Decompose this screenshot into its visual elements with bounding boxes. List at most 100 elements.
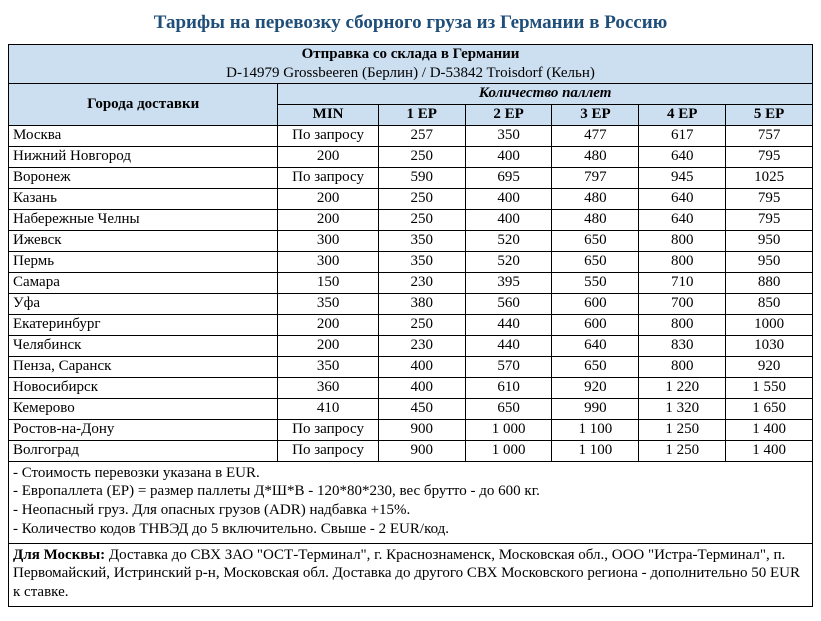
cell-value: 900 [378, 440, 465, 461]
table-row: Новосибирск3604006109201 2201 550 [9, 377, 813, 398]
table-row: Уфа350380560600700850 [9, 293, 813, 314]
table-row: Набережные Челны200250400480640795 [9, 209, 813, 230]
cell-min: По запросу [278, 125, 378, 146]
cell-value: 920 [726, 356, 813, 377]
cell-value: 440 [465, 335, 552, 356]
cell-value: 830 [639, 335, 726, 356]
cell-value: 797 [552, 167, 639, 188]
cell-value: 230 [378, 335, 465, 356]
cell-value: 1 650 [726, 398, 813, 419]
cell-value: 617 [639, 125, 726, 146]
cell-value: 610 [465, 377, 552, 398]
cell-city: Уфа [9, 293, 278, 314]
cell-value: 520 [465, 251, 552, 272]
cell-value: 590 [378, 167, 465, 188]
cell-value: 640 [639, 146, 726, 167]
col-min: MIN [278, 104, 378, 125]
cell-min: По запросу [278, 419, 378, 440]
cell-value: 950 [726, 251, 813, 272]
cell-value: 480 [552, 146, 639, 167]
table-row: Кемерово4104506509901 3201 650 [9, 398, 813, 419]
cell-min: 200 [278, 146, 378, 167]
cell-city: Новосибирск [9, 377, 278, 398]
cell-value: 757 [726, 125, 813, 146]
cell-value: 850 [726, 293, 813, 314]
cell-value: 1 000 [465, 419, 552, 440]
table-row: Ижевск300350520650800950 [9, 230, 813, 251]
cell-value: 380 [378, 293, 465, 314]
cell-min: 350 [278, 293, 378, 314]
table-row: ВоронежПо запросу5906957979451025 [9, 167, 813, 188]
cell-value: 600 [552, 314, 639, 335]
cell-value: 400 [378, 377, 465, 398]
cell-value: 395 [465, 272, 552, 293]
cell-city: Пенза, Саранск [9, 356, 278, 377]
table-row: Ростов-на-ДонуПо запросу9001 0001 1001 2… [9, 419, 813, 440]
cell-value: 640 [639, 188, 726, 209]
table-row: МоскваПо запросу257350477617757 [9, 125, 813, 146]
cell-value: 1 100 [552, 419, 639, 440]
cell-city: Челябинск [9, 335, 278, 356]
cell-value: 400 [465, 209, 552, 230]
warehouse-header: Отправка со склада в Германии D-14979 Gr… [9, 45, 813, 84]
cell-min: 300 [278, 230, 378, 251]
cell-value: 900 [378, 419, 465, 440]
cell-value: 795 [726, 209, 813, 230]
cell-value: 570 [465, 356, 552, 377]
note-line: - Количество кодов ТНВЭД до 5 включитель… [13, 520, 808, 539]
warehouse-sub: D-14979 Grossbeeren (Берлин) / D-53842 T… [13, 64, 808, 83]
cell-value: 400 [378, 356, 465, 377]
table-row: Нижний Новгород200250400480640795 [9, 146, 813, 167]
cell-city: Казань [9, 188, 278, 209]
cell-value: 650 [552, 251, 639, 272]
note-line: - Неопасный груз. Для опасных грузов (AD… [13, 501, 808, 520]
cell-value: 550 [552, 272, 639, 293]
cell-value: 560 [465, 293, 552, 314]
cell-city: Ижевск [9, 230, 278, 251]
cell-value: 710 [639, 272, 726, 293]
cell-value: 1 250 [639, 419, 726, 440]
table-row: Казань200250400480640795 [9, 188, 813, 209]
moscow-note-lead: Для Москвы: [13, 547, 109, 563]
cell-value: 250 [378, 188, 465, 209]
cell-value: 480 [552, 209, 639, 230]
cell-value: 1 400 [726, 419, 813, 440]
cell-min: 200 [278, 188, 378, 209]
table-row: Екатеринбург2002504406008001000 [9, 314, 813, 335]
cell-city: Екатеринбург [9, 314, 278, 335]
cell-value: 800 [639, 314, 726, 335]
cell-city: Набережные Челны [9, 209, 278, 230]
cell-min: 350 [278, 356, 378, 377]
cell-value: 250 [378, 146, 465, 167]
cell-value: 640 [639, 209, 726, 230]
col-city: Города доставки [9, 83, 278, 125]
note-line: - Стоимость перевозки указана в EUR. [13, 464, 808, 483]
cell-value: 440 [465, 314, 552, 335]
cell-min: По запросу [278, 167, 378, 188]
cell-city: Воронеж [9, 167, 278, 188]
cell-city: Нижний Новгород [9, 146, 278, 167]
cell-city: Кемерово [9, 398, 278, 419]
cell-min: 410 [278, 398, 378, 419]
cell-value: 600 [552, 293, 639, 314]
table-row: Пенза, Саранск350400570650800920 [9, 356, 813, 377]
col-2ep: 2 EP [465, 104, 552, 125]
cell-value: 250 [378, 314, 465, 335]
cell-value: 1030 [726, 335, 813, 356]
col-pallet-count: Количество паллет [278, 83, 813, 104]
note-line: - Европаллета (EP) = размер паллеты Д*Ш*… [13, 482, 808, 501]
cell-value: 350 [378, 251, 465, 272]
moscow-note-body: Доставка до СВХ ЗАО "ОСТ-Терминал", г. К… [13, 547, 800, 601]
cell-value: 920 [552, 377, 639, 398]
cell-city: Ростов-на-Дону [9, 419, 278, 440]
table-row: Челябинск2002304406408301030 [9, 335, 813, 356]
col-5ep: 5 EP [726, 104, 813, 125]
cell-value: 650 [465, 398, 552, 419]
cell-min: 150 [278, 272, 378, 293]
cell-min: 200 [278, 335, 378, 356]
cell-value: 450 [378, 398, 465, 419]
cell-value: 640 [552, 335, 639, 356]
moscow-note: Для Москвы: Доставка до СВХ ЗАО "ОСТ-Тер… [8, 544, 813, 607]
cell-value: 1 100 [552, 440, 639, 461]
cell-city: Москва [9, 125, 278, 146]
